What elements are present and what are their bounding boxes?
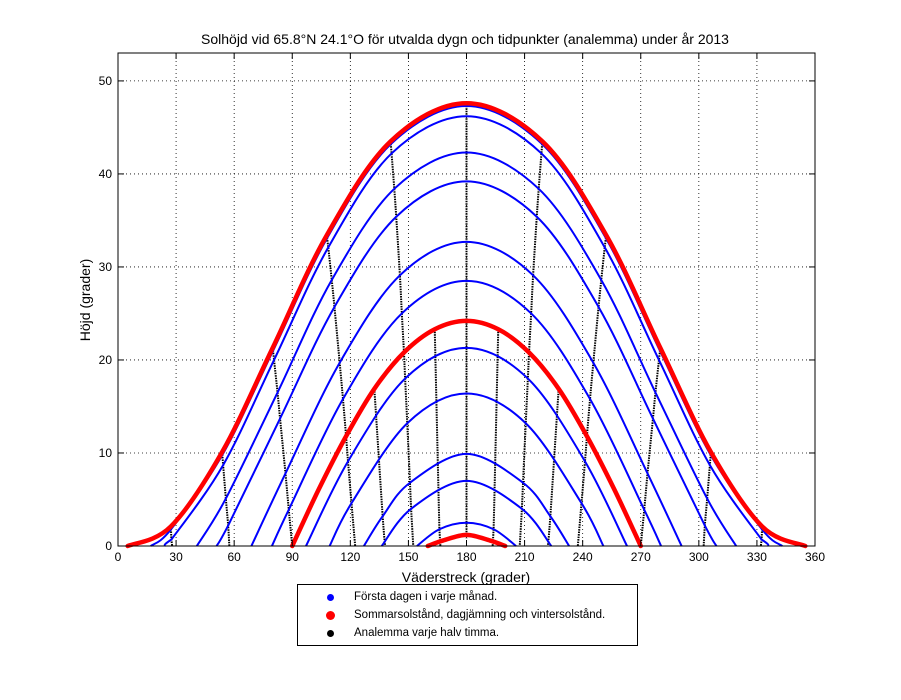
analemma-curve: [491, 329, 500, 547]
month-curve: [215, 180, 718, 547]
month-curve: [195, 151, 738, 547]
month-curve: [416, 521, 517, 547]
x-tick-label: 150: [398, 550, 418, 564]
y-tick-label: 50: [99, 74, 113, 88]
analemma-curve: [325, 235, 357, 547]
x-tick-label: 270: [631, 550, 651, 564]
analemma-curve: [576, 235, 608, 547]
analemma-curve: [389, 141, 415, 547]
analemma-curve: [546, 388, 560, 547]
y-tick-label: 0: [105, 539, 112, 553]
month-curve: [271, 279, 662, 547]
month-curve: [250, 240, 683, 547]
month-curve: [363, 452, 570, 547]
x-tick-label: 30: [169, 550, 183, 564]
legend-label: Första dagen i varje månad.: [354, 591, 498, 603]
analemma-curve: [433, 329, 442, 547]
month-curve: [328, 392, 605, 547]
y-tick-label: 10: [99, 446, 113, 460]
analemma-curve: [271, 347, 294, 547]
y-tick-label: 30: [99, 260, 113, 274]
x-tick-label: 210: [515, 550, 535, 564]
analemma-curve: [373, 388, 387, 547]
x-tick-label: 300: [689, 550, 709, 564]
y-tick-label: 20: [99, 353, 113, 367]
black-marker-icon: [327, 629, 334, 637]
x-tick-label: 60: [227, 550, 241, 564]
legend-item-solstice: Sommarsolstånd, dagjämning och vintersol…: [298, 606, 605, 624]
x-tick-label: 360: [805, 550, 825, 564]
solstice-equinox-curve: [125, 100, 808, 549]
solstice-curves: [125, 100, 808, 549]
blue-marker-icon: [327, 593, 334, 601]
x-tick-label: 180: [456, 550, 476, 564]
x-tick-label: 240: [573, 550, 593, 564]
analemma-curve: [518, 141, 544, 547]
month-curve: [380, 479, 553, 547]
x-tick-label: 120: [340, 550, 360, 564]
legend-item-month: Första dagen i varje månad.: [298, 588, 497, 606]
y-tick-label: 40: [99, 167, 113, 181]
x-tick-label: 330: [747, 550, 767, 564]
analemma-curve: [221, 451, 231, 547]
legend-item-analemma: Analemma varje halv timma.: [298, 624, 499, 642]
month-curve: [305, 346, 628, 547]
chart-title: Solhöjd vid 65.8°N 24.1°O för utvalda dy…: [201, 31, 729, 47]
y-axis-label: Höjd (grader): [77, 259, 93, 341]
x-tick-label: 0: [115, 550, 122, 564]
month-curve: [163, 115, 770, 547]
ticks: 0 30 60 90 120 150 180 210 240 270 300 330 360 0 10 20 3…: [99, 53, 825, 564]
red-marker-icon: [326, 610, 335, 620]
analemma-curve: [702, 451, 712, 547]
solstice-equinox-curve: [290, 318, 643, 549]
analemma-layer: [169, 103, 764, 547]
legend: Första dagen i varje månad. Sommarsolstå…: [297, 584, 638, 646]
month-curves: [150, 105, 783, 547]
solstice-equinox-curve: [425, 532, 508, 549]
legend-label: Analemma varje halv timma.: [354, 627, 500, 639]
legend-label: Sommarsolstånd, dagjämning och vintersol…: [354, 609, 606, 621]
x-axis-label: Väderstreck (grader): [402, 569, 530, 585]
analemma-curve: [639, 347, 662, 547]
x-tick-label: 90: [286, 550, 300, 564]
